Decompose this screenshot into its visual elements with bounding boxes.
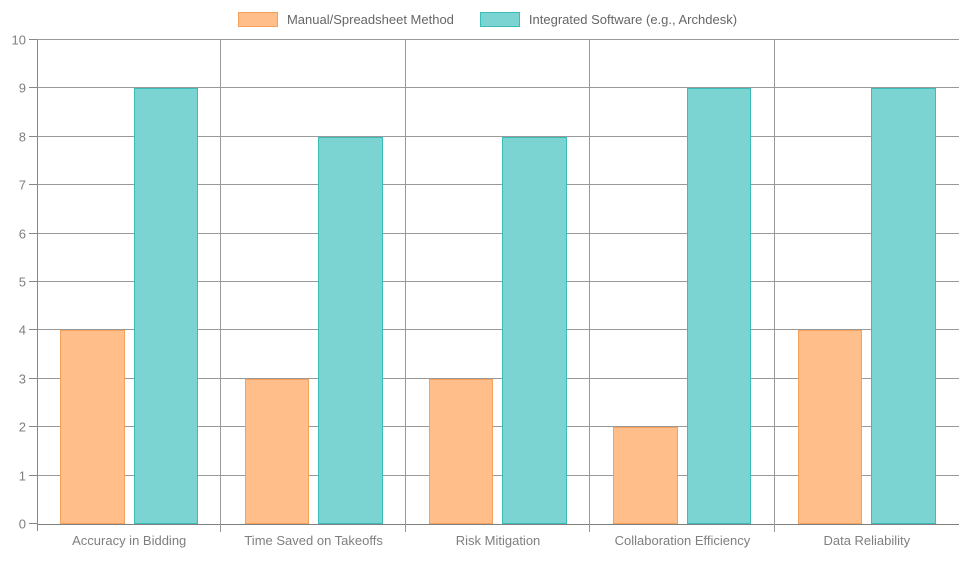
x-category-label-time-saved-on-takeoffs: Time Saved on Takeoffs xyxy=(244,533,383,548)
bar-group-risk-mitigation xyxy=(406,40,590,524)
y-tick-2 xyxy=(29,426,37,428)
bar-group-data-reliability xyxy=(775,40,959,524)
y-tick-0 xyxy=(29,523,37,524)
gridline-0 xyxy=(37,524,959,525)
gridline-1 xyxy=(37,474,959,476)
y-tick-5 xyxy=(29,281,37,282)
bar-group-collaboration-efficiency xyxy=(590,40,774,524)
legend-swatch-integrated-software xyxy=(479,11,520,27)
y-tick-4 xyxy=(29,329,37,331)
y-tick-label-0: 0 xyxy=(18,516,26,532)
bar-manual-accuracy-in-bidding[interactable] xyxy=(60,330,125,524)
bar-integrated-software-data-reliability[interactable] xyxy=(871,88,936,524)
bar-manual-collaboration-efficiency[interactable] xyxy=(613,427,678,524)
gridline-7 xyxy=(37,184,959,186)
y-tick-6 xyxy=(29,232,37,234)
y-axis-labels: 0 1 2 3 4 5 6 7 8 9 10 xyxy=(0,34,26,531)
gridline-9 xyxy=(37,87,959,89)
bar-integrated-software-accuracy-in-bidding[interactable] xyxy=(133,88,199,524)
y-tick-label-2: 2 xyxy=(18,419,26,435)
y-tick-label-8: 8 xyxy=(18,129,26,145)
y-tick-label-6: 6 xyxy=(18,226,26,242)
legend-item-manual-spreadsheet[interactable]: Manual/Spreadsheet Method xyxy=(237,11,454,27)
y-tick-9 xyxy=(29,87,37,89)
legend-label-integrated-software: Integrated Software (e.g., Archdesk) xyxy=(528,11,738,27)
bar-integrated-software-time-saved-on-takeoffs[interactable] xyxy=(318,136,383,524)
y-tick-3 xyxy=(29,377,37,379)
x-category-label-data-reliability: Data Reliability xyxy=(823,533,911,548)
y-tick-label-10: 10 xyxy=(11,32,26,48)
gridline-2 xyxy=(37,426,959,428)
y-tick-10 xyxy=(29,39,37,40)
bar-group-time-saved-on-takeoffs xyxy=(221,40,405,524)
legend-label-manual-spreadsheet: Manual/Spreadsheet Method xyxy=(286,11,454,27)
y-axis-line xyxy=(37,40,38,531)
bar-manual-data-reliability[interactable] xyxy=(797,330,863,524)
gridline-3 xyxy=(37,377,959,379)
x-category-label-risk-mitigation: Risk Mitigation xyxy=(455,533,541,548)
legend: Manual/Spreadsheet Method Integrated Sof… xyxy=(0,8,975,30)
y-tick-label-1: 1 xyxy=(18,468,26,484)
y-tick-label-3: 3 xyxy=(18,371,26,387)
bar-manual-risk-mitigation[interactable] xyxy=(428,378,494,524)
plot-area xyxy=(29,39,959,532)
x-axis-labels: Accuracy in Bidding Time Saved on Takeoff… xyxy=(37,533,959,548)
gridline-6 xyxy=(37,232,959,234)
legend-swatch-manual-spreadsheet xyxy=(237,11,278,27)
bar-group-accuracy-in-bidding xyxy=(37,40,221,524)
y-tick-8 xyxy=(29,135,37,137)
y-tick-7 xyxy=(29,184,37,186)
category-divider-1 xyxy=(220,40,222,532)
legend-item-integrated-software[interactable]: Integrated Software (e.g., Archdesk) xyxy=(479,11,738,27)
y-tick-label-5: 5 xyxy=(18,274,26,290)
y-tick-label-9: 9 xyxy=(18,80,26,96)
gridline-8 xyxy=(37,135,959,137)
y-tick-1 xyxy=(29,474,37,476)
category-divider-2 xyxy=(404,40,406,532)
bar-manual-time-saved-on-takeoffs[interactable] xyxy=(244,378,310,524)
y-tick-label-4: 4 xyxy=(18,322,26,338)
bar-integrated-software-risk-mitigation[interactable] xyxy=(502,136,568,524)
gridline-5 xyxy=(37,281,959,282)
category-divider-3 xyxy=(589,40,591,532)
category-divider-4 xyxy=(773,40,775,532)
x-category-label-collaboration-efficiency: Collaboration Efficiency xyxy=(614,533,751,548)
gridline-10 xyxy=(37,39,959,40)
bar-integrated-software-collaboration-efficiency[interactable] xyxy=(686,88,752,524)
x-category-label-accuracy-in-bidding: Accuracy in Bidding xyxy=(72,533,187,548)
y-tick-label-7: 7 xyxy=(18,177,26,193)
gridline-4 xyxy=(37,329,959,331)
